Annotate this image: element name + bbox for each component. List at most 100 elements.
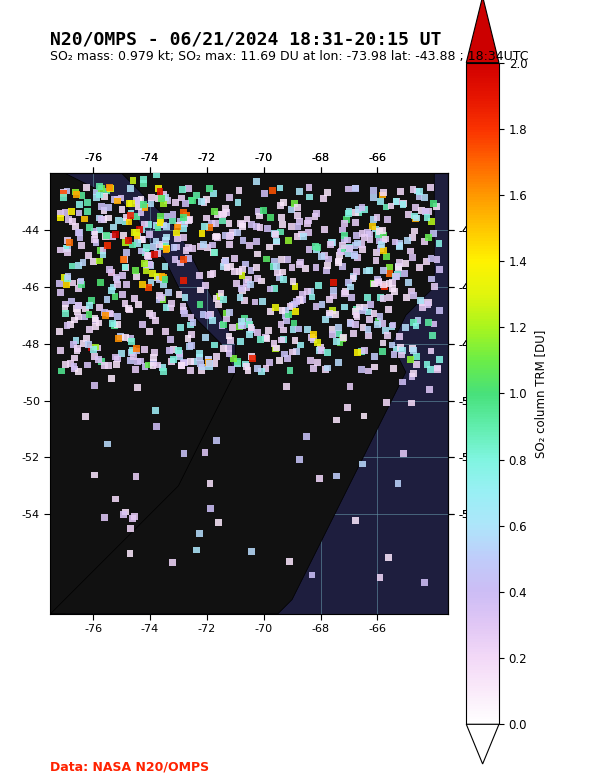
Point (307, 568, 317, 581)
Point (363, 226, 372, 239)
Point (352, 251, 362, 264)
Point (295, 186, 305, 198)
Point (409, 344, 418, 356)
Point (396, 348, 406, 361)
Point (185, 319, 195, 331)
Point (253, 363, 263, 375)
Point (285, 555, 295, 568)
Point (237, 282, 247, 294)
Point (201, 211, 211, 224)
Point (349, 327, 358, 340)
Point (151, 315, 160, 327)
Point (144, 228, 154, 240)
Point (145, 307, 154, 319)
Point (145, 258, 154, 270)
Point (150, 346, 159, 359)
Point (301, 262, 310, 275)
Point (138, 233, 147, 246)
Point (165, 345, 174, 357)
Point (392, 271, 402, 283)
Point (328, 236, 338, 249)
Point (422, 211, 432, 224)
Point (116, 192, 126, 204)
Point (370, 351, 380, 363)
Point (247, 545, 256, 557)
Point (351, 182, 361, 194)
Point (372, 273, 382, 286)
Point (118, 203, 127, 215)
Point (398, 345, 407, 357)
Point (225, 330, 234, 342)
Point (103, 438, 112, 450)
Point (141, 265, 151, 277)
Point (277, 334, 286, 346)
Point (338, 261, 347, 273)
Point (181, 244, 191, 257)
Point (105, 181, 114, 193)
Point (356, 363, 366, 376)
Point (159, 365, 168, 377)
Point (111, 228, 121, 240)
Point (410, 225, 419, 237)
Point (253, 327, 263, 339)
Point (94, 301, 104, 314)
Point (393, 477, 403, 489)
Point (150, 248, 159, 261)
Point (410, 212, 420, 225)
Point (176, 215, 185, 227)
Point (127, 335, 136, 348)
Point (210, 338, 219, 351)
Point (335, 249, 345, 262)
Point (158, 294, 168, 306)
Point (272, 235, 282, 247)
Point (335, 336, 345, 348)
Point (206, 478, 215, 490)
Point (177, 359, 187, 372)
Point (112, 273, 122, 286)
Point (176, 257, 185, 269)
Point (314, 279, 323, 291)
Point (352, 303, 361, 316)
Point (233, 226, 242, 239)
Point (144, 359, 153, 371)
Point (412, 185, 422, 197)
Point (120, 253, 129, 265)
Point (151, 219, 161, 232)
Point (387, 320, 397, 333)
Point (132, 381, 142, 394)
Point (112, 359, 121, 371)
Point (184, 252, 193, 265)
Point (222, 262, 232, 274)
Point (435, 304, 444, 316)
Point (429, 318, 439, 330)
Point (91, 314, 100, 327)
Point (94, 224, 104, 236)
Point (110, 493, 120, 505)
Point (241, 258, 250, 270)
Point (352, 229, 361, 242)
Point (160, 234, 170, 247)
Point (239, 312, 249, 325)
Point (215, 290, 225, 303)
Point (63, 235, 72, 247)
Point (207, 218, 216, 230)
Point (153, 272, 162, 284)
Point (429, 228, 438, 240)
Point (141, 246, 150, 258)
Point (113, 215, 123, 227)
Point (323, 346, 332, 359)
Point (255, 333, 265, 345)
Point (258, 295, 267, 308)
Text: SO₂ mass: 0.979 kt; SO₂ max: 11.69 DU at lon: -73.98 lat: -43.88 ; 18:34UTC: SO₂ mass: 0.979 kt; SO₂ max: 11.69 DU at… (50, 49, 529, 63)
Point (399, 197, 408, 210)
Point (292, 345, 301, 358)
Point (74, 226, 84, 239)
Point (289, 317, 299, 330)
Point (225, 191, 235, 204)
Point (140, 361, 150, 373)
Point (185, 340, 194, 352)
Point (232, 358, 242, 370)
Point (72, 345, 82, 357)
Point (101, 230, 110, 243)
Point (238, 263, 247, 276)
